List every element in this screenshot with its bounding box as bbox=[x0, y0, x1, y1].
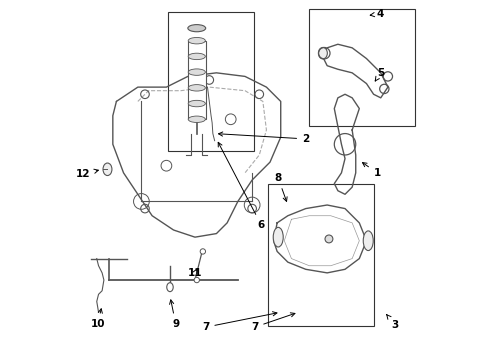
Ellipse shape bbox=[188, 116, 205, 122]
Ellipse shape bbox=[188, 69, 205, 75]
Ellipse shape bbox=[188, 37, 205, 44]
Ellipse shape bbox=[273, 227, 283, 247]
Ellipse shape bbox=[167, 283, 173, 292]
Text: 6: 6 bbox=[218, 142, 265, 230]
Text: 5: 5 bbox=[375, 68, 384, 81]
Text: 4: 4 bbox=[370, 9, 384, 19]
Ellipse shape bbox=[200, 249, 205, 254]
Text: 2: 2 bbox=[219, 132, 309, 144]
Ellipse shape bbox=[325, 235, 333, 243]
Text: 3: 3 bbox=[387, 315, 399, 330]
Text: 8: 8 bbox=[274, 173, 287, 201]
Ellipse shape bbox=[188, 24, 206, 32]
Text: 1: 1 bbox=[363, 163, 381, 178]
Ellipse shape bbox=[363, 231, 373, 251]
Ellipse shape bbox=[318, 48, 327, 59]
Bar bbox=[309, 9, 415, 126]
Text: 11: 11 bbox=[188, 268, 202, 278]
Bar bbox=[168, 12, 254, 152]
Text: 7: 7 bbox=[251, 313, 295, 332]
Ellipse shape bbox=[194, 277, 199, 283]
Bar bbox=[188, 41, 206, 119]
Text: 12: 12 bbox=[76, 169, 98, 179]
Text: 7: 7 bbox=[202, 312, 277, 332]
Text: 9: 9 bbox=[170, 300, 179, 329]
Ellipse shape bbox=[103, 163, 112, 176]
Bar bbox=[268, 184, 373, 327]
Ellipse shape bbox=[188, 85, 205, 91]
Ellipse shape bbox=[188, 100, 205, 107]
Ellipse shape bbox=[188, 53, 205, 60]
Text: 10: 10 bbox=[91, 309, 105, 329]
